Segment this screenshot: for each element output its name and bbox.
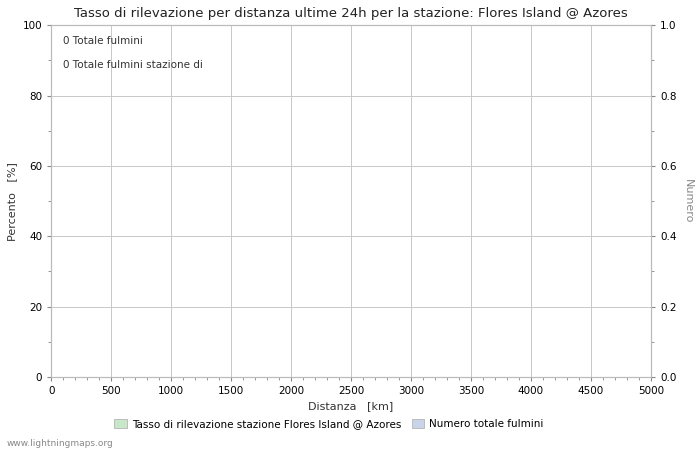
Text: 0 Totale fulmini: 0 Totale fulmini xyxy=(63,36,143,46)
X-axis label: Distanza   [km]: Distanza [km] xyxy=(309,401,393,412)
Y-axis label: Numero: Numero xyxy=(683,179,693,223)
Text: 0 Totale fulmini stazione di: 0 Totale fulmini stazione di xyxy=(63,60,203,71)
Y-axis label: Percento   [%]: Percento [%] xyxy=(7,162,17,241)
Legend: Tasso di rilevazione stazione Flores Island @ Azores, Numero totale fulmini: Tasso di rilevazione stazione Flores Isl… xyxy=(110,415,548,433)
Title: Tasso di rilevazione per distanza ultime 24h per la stazione: Flores Island @ Az: Tasso di rilevazione per distanza ultime… xyxy=(74,7,628,20)
Text: www.lightningmaps.org: www.lightningmaps.org xyxy=(7,439,113,448)
